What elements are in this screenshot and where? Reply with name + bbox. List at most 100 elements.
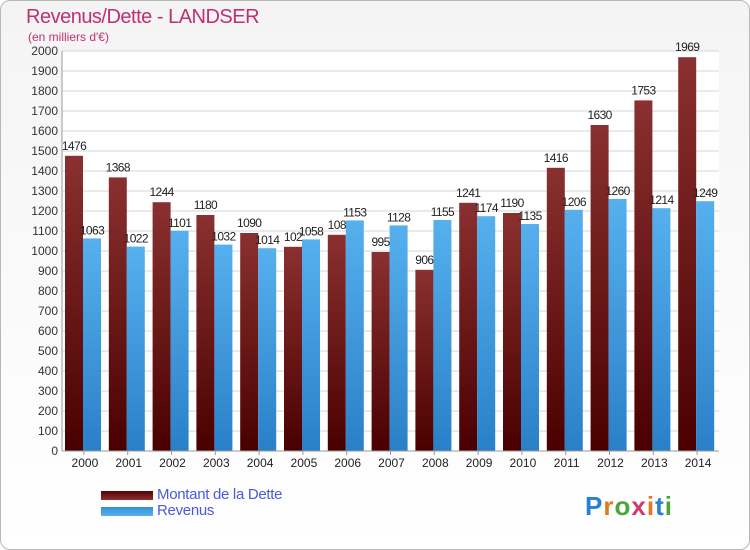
x-tick-label: 2005 bbox=[291, 456, 318, 470]
data-label-debt: 1630 bbox=[587, 108, 612, 122]
x-tick-label: 2014 bbox=[685, 456, 712, 470]
bar-debt bbox=[678, 57, 697, 451]
y-tick-label: 200 bbox=[38, 404, 58, 418]
data-label-debt: 1969 bbox=[675, 40, 700, 54]
bar-debt bbox=[503, 213, 521, 451]
bar-revenue bbox=[608, 199, 627, 451]
x-tick-label: 2008 bbox=[422, 456, 449, 470]
y-tick-label: 600 bbox=[38, 324, 58, 338]
bar-debt bbox=[590, 125, 609, 451]
bar-revenue bbox=[477, 216, 496, 451]
y-tick-label: 2000 bbox=[31, 44, 58, 58]
bar-debt bbox=[327, 234, 346, 451]
x-tick-label: 2013 bbox=[641, 456, 668, 470]
bar-debt bbox=[196, 215, 215, 451]
bar-revenue bbox=[521, 224, 539, 451]
data-label-debt: 1476 bbox=[62, 139, 87, 153]
data-label-revenue: 1058 bbox=[299, 224, 324, 238]
bar-revenue bbox=[652, 208, 671, 451]
chart-title: Revenus/Dette - LANDSER bbox=[26, 6, 260, 28]
legend-label-debt: Montant de la Dette bbox=[157, 486, 283, 503]
logo-letter: x bbox=[631, 491, 647, 521]
data-label-revenue: 1249 bbox=[693, 186, 718, 200]
bar-debt bbox=[108, 177, 127, 451]
logo-letter: t bbox=[655, 491, 665, 521]
bar-revenue bbox=[389, 225, 408, 451]
data-label-revenue: 1155 bbox=[431, 205, 455, 219]
y-tick-label: 700 bbox=[38, 304, 58, 318]
bar-debt bbox=[459, 202, 478, 451]
bar-debt bbox=[415, 269, 434, 451]
y-tick-label: 1600 bbox=[31, 124, 58, 138]
logo-letter: r bbox=[603, 491, 615, 521]
data-label-debt: 1241 bbox=[456, 186, 481, 200]
data-label-revenue: 1206 bbox=[562, 195, 587, 209]
x-tick-label: 2001 bbox=[115, 456, 142, 470]
x-tick-label: 2006 bbox=[334, 456, 361, 470]
y-tick-label: 500 bbox=[38, 344, 58, 358]
y-tick-label: 1000 bbox=[31, 244, 58, 258]
data-label-revenue: 1135 bbox=[518, 209, 542, 223]
bar-revenue bbox=[258, 248, 277, 451]
y-tick-label: 400 bbox=[38, 364, 58, 378]
legend-label-revenue: Revenus bbox=[157, 502, 215, 519]
x-tick-label: 2004 bbox=[247, 456, 274, 470]
x-tick-label: 2007 bbox=[378, 456, 405, 470]
data-label-debt: 995 bbox=[371, 235, 390, 249]
x-tick-label: 2011 bbox=[554, 456, 580, 470]
y-tick-label: 0 bbox=[51, 444, 58, 458]
legend-swatch-debt bbox=[101, 491, 153, 500]
data-label-revenue: 1022 bbox=[124, 232, 149, 246]
data-label-debt: 906 bbox=[415, 253, 434, 267]
x-tick-label: 2002 bbox=[159, 456, 186, 470]
bar-debt bbox=[371, 252, 390, 451]
bar-revenue bbox=[302, 239, 320, 451]
data-label-debt: 1416 bbox=[544, 151, 569, 165]
data-label-revenue: 1214 bbox=[649, 193, 674, 207]
y-tick-label: 300 bbox=[38, 384, 58, 398]
x-tick-label: 2009 bbox=[466, 456, 493, 470]
data-label-revenue: 1101 bbox=[168, 216, 192, 230]
bar-revenue bbox=[564, 209, 583, 451]
y-tick-label: 1700 bbox=[31, 104, 58, 118]
bar-revenue bbox=[170, 230, 189, 451]
logo-letter: o bbox=[614, 491, 632, 521]
bar-revenue bbox=[214, 244, 233, 451]
y-tick-label: 1100 bbox=[32, 224, 58, 238]
data-label-revenue: 1063 bbox=[80, 223, 105, 237]
x-tick-label: 2003 bbox=[203, 456, 230, 470]
data-label-debt: 1180 bbox=[194, 198, 218, 212]
bar-debt bbox=[546, 167, 565, 452]
y-tick-label: 1500 bbox=[31, 144, 58, 158]
bar-revenue bbox=[696, 201, 715, 451]
y-tick-label: 1400 bbox=[31, 164, 58, 178]
data-label-debt: 108 bbox=[328, 218, 347, 232]
bar-revenue bbox=[83, 238, 101, 451]
legend-swatch-revenue bbox=[101, 507, 153, 516]
data-label-debt: 1190 bbox=[500, 196, 524, 210]
data-label-revenue: 1153 bbox=[343, 205, 367, 219]
y-tick-label: 1800 bbox=[31, 84, 58, 98]
y-tick-label: 100 bbox=[38, 424, 58, 438]
bar-debt bbox=[152, 202, 171, 451]
bar-debt bbox=[240, 233, 259, 451]
bar-debt bbox=[284, 246, 302, 451]
logo-letter: i bbox=[664, 491, 673, 521]
data-label-debt: 1368 bbox=[106, 160, 131, 174]
bar-revenue bbox=[126, 246, 145, 451]
data-label-debt: 102 bbox=[284, 230, 303, 244]
chart-subtitle: (en milliers d'€) bbox=[28, 30, 109, 44]
data-label-debt: 1753 bbox=[631, 83, 656, 97]
bar-revenue bbox=[345, 220, 364, 451]
data-label-debt: 1090 bbox=[237, 216, 262, 230]
data-label-revenue: 1260 bbox=[605, 184, 630, 198]
logo-letter: i bbox=[646, 491, 656, 521]
x-tick-label: 2000 bbox=[72, 456, 99, 470]
data-label-revenue: 1128 bbox=[387, 210, 411, 224]
y-tick-label: 1900 bbox=[31, 64, 58, 78]
bar-revenue bbox=[433, 220, 452, 451]
data-label-revenue: 1174 bbox=[474, 201, 498, 215]
bar-debt bbox=[65, 155, 83, 452]
